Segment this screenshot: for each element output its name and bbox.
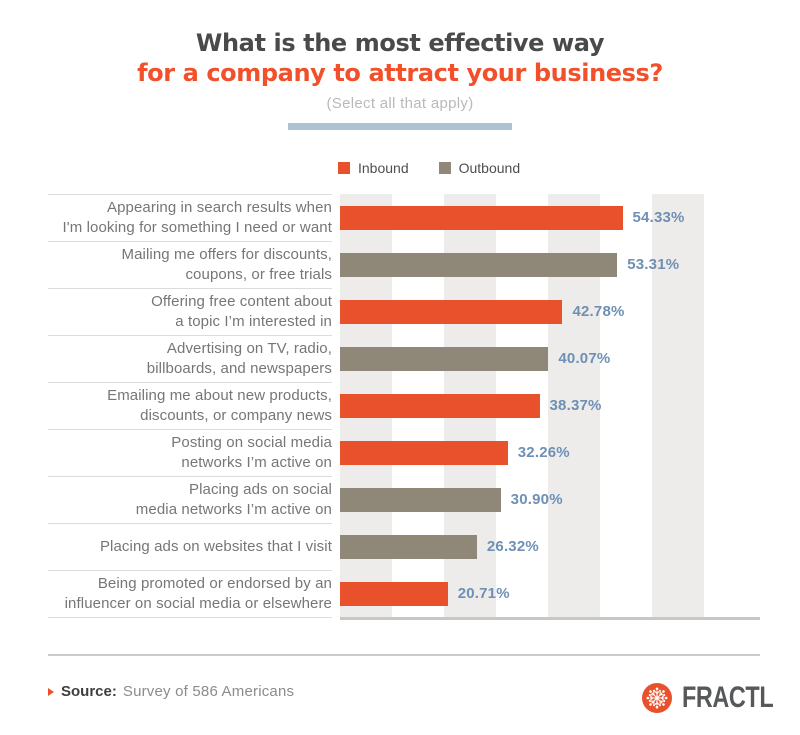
label-bar-gap bbox=[332, 194, 340, 241]
category-label: Appearing in search results when I'm look… bbox=[48, 194, 332, 241]
chart-row: Placing ads on websites that I visit 26.3… bbox=[48, 523, 760, 570]
fractl-snowflake-icon bbox=[642, 683, 672, 713]
bar-inbound bbox=[340, 581, 448, 606]
chart-row: Being promoted or endorsed by an influenc… bbox=[48, 570, 760, 617]
label-bar-gap bbox=[332, 523, 340, 570]
bar-track: 42.78% bbox=[340, 288, 760, 335]
bar-track: 38.37% bbox=[340, 382, 760, 429]
source-label: Source: bbox=[61, 683, 117, 700]
chart-row: Offering free content about a topic I’m i… bbox=[48, 288, 760, 335]
chart-row: Placing ads on social media networks I’m … bbox=[48, 476, 760, 523]
category-label: Being promoted or endorsed by an influenc… bbox=[48, 570, 332, 617]
bullet-arrow-icon bbox=[48, 687, 54, 696]
legend-label: Inbound bbox=[358, 160, 409, 176]
bar-chart: Appearing in search results when I'm look… bbox=[48, 194, 760, 620]
value-label: 38.37% bbox=[549, 397, 602, 414]
label-bar-gap bbox=[332, 335, 340, 382]
chart-row: Emailing me about new products, discounts… bbox=[48, 382, 760, 429]
label-bar-gap bbox=[332, 429, 340, 476]
chart-rows: Appearing in search results when I'm look… bbox=[48, 194, 760, 617]
bar-track: 40.07% bbox=[340, 335, 760, 382]
chart-row: Appearing in search results when I'm look… bbox=[48, 194, 760, 241]
source-text: Survey of 586 Americans bbox=[122, 683, 295, 700]
label-bar-gap bbox=[332, 288, 340, 335]
page-title-line-1: What is the most effective way bbox=[195, 29, 605, 57]
brand-logo: FRACTL bbox=[642, 681, 799, 714]
x-axis-line bbox=[340, 617, 760, 620]
bar-inbound bbox=[340, 393, 540, 418]
bar-track: 32.26% bbox=[340, 429, 760, 476]
chart-row: Posting on social media networks I’m acti… bbox=[48, 429, 760, 476]
bar-track: 20.71% bbox=[340, 570, 760, 617]
category-label: Advertising on TV, radio, billboards, and… bbox=[48, 335, 332, 382]
category-label: Placing ads on websites that I visit bbox=[48, 523, 332, 570]
value-label: 20.71% bbox=[457, 585, 510, 602]
bar-outbound bbox=[340, 534, 477, 559]
label-bar-gap bbox=[332, 570, 340, 617]
value-label: 30.90% bbox=[510, 491, 563, 508]
bar-inbound bbox=[340, 205, 623, 230]
chart-legend: Inbound Outbound bbox=[338, 160, 520, 176]
category-label: Emailing me about new products, discounts… bbox=[48, 382, 332, 429]
category-label: Posting on social media networks I’m acti… bbox=[48, 429, 332, 476]
value-label: 53.31% bbox=[627, 256, 680, 273]
bar-outbound bbox=[340, 252, 618, 277]
category-label: Mailing me offers for discounts, coupons,… bbox=[48, 241, 332, 288]
legend-swatch-inbound bbox=[338, 162, 350, 174]
brand-name: FRACTL bbox=[682, 681, 774, 714]
title-underline-bar bbox=[288, 123, 512, 130]
legend-item-outbound: Outbound bbox=[438, 160, 521, 176]
chart-row: Advertising on TV, radio, billboards, and… bbox=[48, 335, 760, 382]
legend-item-inbound: Inbound bbox=[338, 160, 409, 176]
label-column-bottom-divider bbox=[48, 617, 332, 618]
bar-track: 54.33% bbox=[340, 194, 760, 241]
page-title-line-2: for a company to attract your business? bbox=[137, 59, 663, 87]
value-label: 40.07% bbox=[558, 350, 611, 367]
header: What is the most effective way for a com… bbox=[0, 28, 800, 130]
category-label: Offering free content about a topic I’m i… bbox=[48, 288, 332, 335]
bar-outbound bbox=[340, 487, 501, 512]
category-label: Placing ads on social media networks I’m … bbox=[48, 476, 332, 523]
label-bar-gap bbox=[332, 382, 340, 429]
page-subtitle: (Select all that apply) bbox=[326, 95, 474, 112]
legend-label: Outbound bbox=[458, 160, 521, 176]
bar-track: 30.90% bbox=[340, 476, 760, 523]
footer-divider bbox=[48, 654, 760, 656]
legend-swatch-outbound bbox=[438, 162, 451, 174]
bar-track: 26.32% bbox=[340, 523, 760, 570]
value-label: 32.26% bbox=[517, 444, 570, 461]
label-bar-gap bbox=[332, 476, 340, 523]
value-label: 42.78% bbox=[572, 303, 625, 320]
chart-row: Mailing me offers for discounts, coupons,… bbox=[48, 241, 760, 288]
value-label: 54.33% bbox=[632, 209, 685, 226]
label-bar-gap bbox=[332, 241, 340, 288]
bar-outbound bbox=[340, 346, 549, 371]
source-note: Source: Survey of 586 Americans bbox=[48, 683, 294, 700]
bar-inbound bbox=[340, 299, 563, 324]
bar-track: 53.31% bbox=[340, 241, 760, 288]
bar-inbound bbox=[340, 440, 508, 465]
value-label: 26.32% bbox=[486, 538, 539, 555]
